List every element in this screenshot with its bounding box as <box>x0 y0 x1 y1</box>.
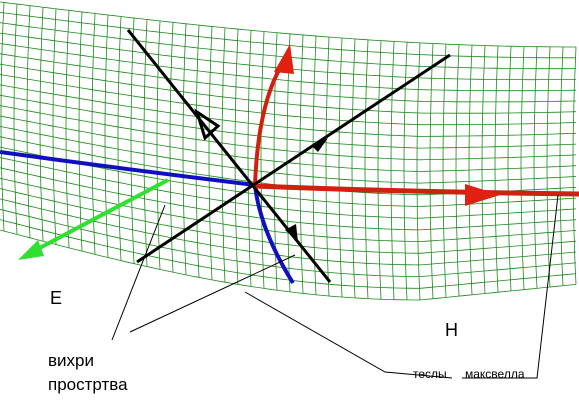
grid-line <box>195 25 200 278</box>
grid-line <box>0 208 577 277</box>
grid-line <box>520 46 525 290</box>
label-tesla: теслы <box>413 367 447 381</box>
green-arrow <box>31 178 169 254</box>
grid-line <box>429 43 434 299</box>
grid-line <box>0 219 577 289</box>
grid-line <box>494 45 499 293</box>
black-axis-2 <box>136 53 451 264</box>
green-arrowhead <box>18 240 44 260</box>
grid-line <box>0 198 577 266</box>
grid-line <box>104 14 109 258</box>
label-vortex: вихри <box>48 351 94 370</box>
leader-line <box>244 291 453 379</box>
grid-line <box>299 34 304 294</box>
grid-line <box>0 94 577 149</box>
grid-line <box>403 42 408 300</box>
grid-line <box>364 39 369 299</box>
grid-line <box>39 7 44 242</box>
grid-line <box>130 17 135 264</box>
grid-line <box>559 46 564 286</box>
grid-line <box>156 20 161 270</box>
label-maxwell: максвелла <box>465 367 525 381</box>
red-arrowhead-up <box>274 44 294 74</box>
grid-line <box>546 46 551 288</box>
leader-line <box>462 194 559 379</box>
grid-line <box>468 45 473 295</box>
grid-line <box>390 41 395 300</box>
grid-line <box>13 4 18 235</box>
grid-line <box>0 1 576 48</box>
red-horizontal <box>254 183 579 197</box>
grid-line <box>273 32 278 291</box>
grid-line <box>221 27 226 283</box>
grid-line <box>169 22 174 273</box>
black-arrowhead <box>194 108 221 141</box>
grid-line <box>65 10 70 248</box>
grid-line <box>325 36 330 297</box>
grid-line <box>78 11 83 252</box>
grid-line <box>0 126 577 184</box>
grid-line <box>338 37 343 298</box>
grid-line <box>481 45 486 294</box>
grid-line <box>377 40 382 300</box>
grid-line <box>572 46 577 285</box>
label-e: E <box>50 288 62 308</box>
grid-line <box>0 146 577 207</box>
grid-line <box>182 23 187 275</box>
grid-line <box>0 2 5 232</box>
grid-line <box>351 38 356 298</box>
grid-line <box>0 12 576 59</box>
grid-line <box>208 26 213 280</box>
blue-curve <box>0 150 295 285</box>
grid-line <box>0 74 577 126</box>
grid-line <box>117 16 122 261</box>
tube-grid <box>0 1 577 301</box>
grid-line <box>507 46 512 291</box>
grid-line <box>247 30 252 287</box>
grid-line <box>234 29 239 285</box>
grid-line <box>26 5 31 238</box>
grid-line <box>0 105 577 161</box>
label-h: H <box>445 320 458 340</box>
grid-line <box>52 8 57 245</box>
black-arrowhead <box>285 224 298 242</box>
label-vortex: простртва <box>48 375 128 394</box>
grid-line <box>91 13 96 255</box>
black-arrowhead <box>312 138 328 152</box>
grid-line <box>0 229 577 301</box>
red-arrowhead <box>465 184 500 206</box>
grid-line <box>442 44 447 298</box>
grid-line <box>455 44 460 297</box>
leader-line <box>129 254 296 333</box>
leader-line <box>111 204 166 341</box>
grid-line <box>533 46 538 289</box>
grid-line <box>0 157 577 219</box>
grid-line <box>260 31 265 289</box>
grid-line <box>0 84 577 137</box>
